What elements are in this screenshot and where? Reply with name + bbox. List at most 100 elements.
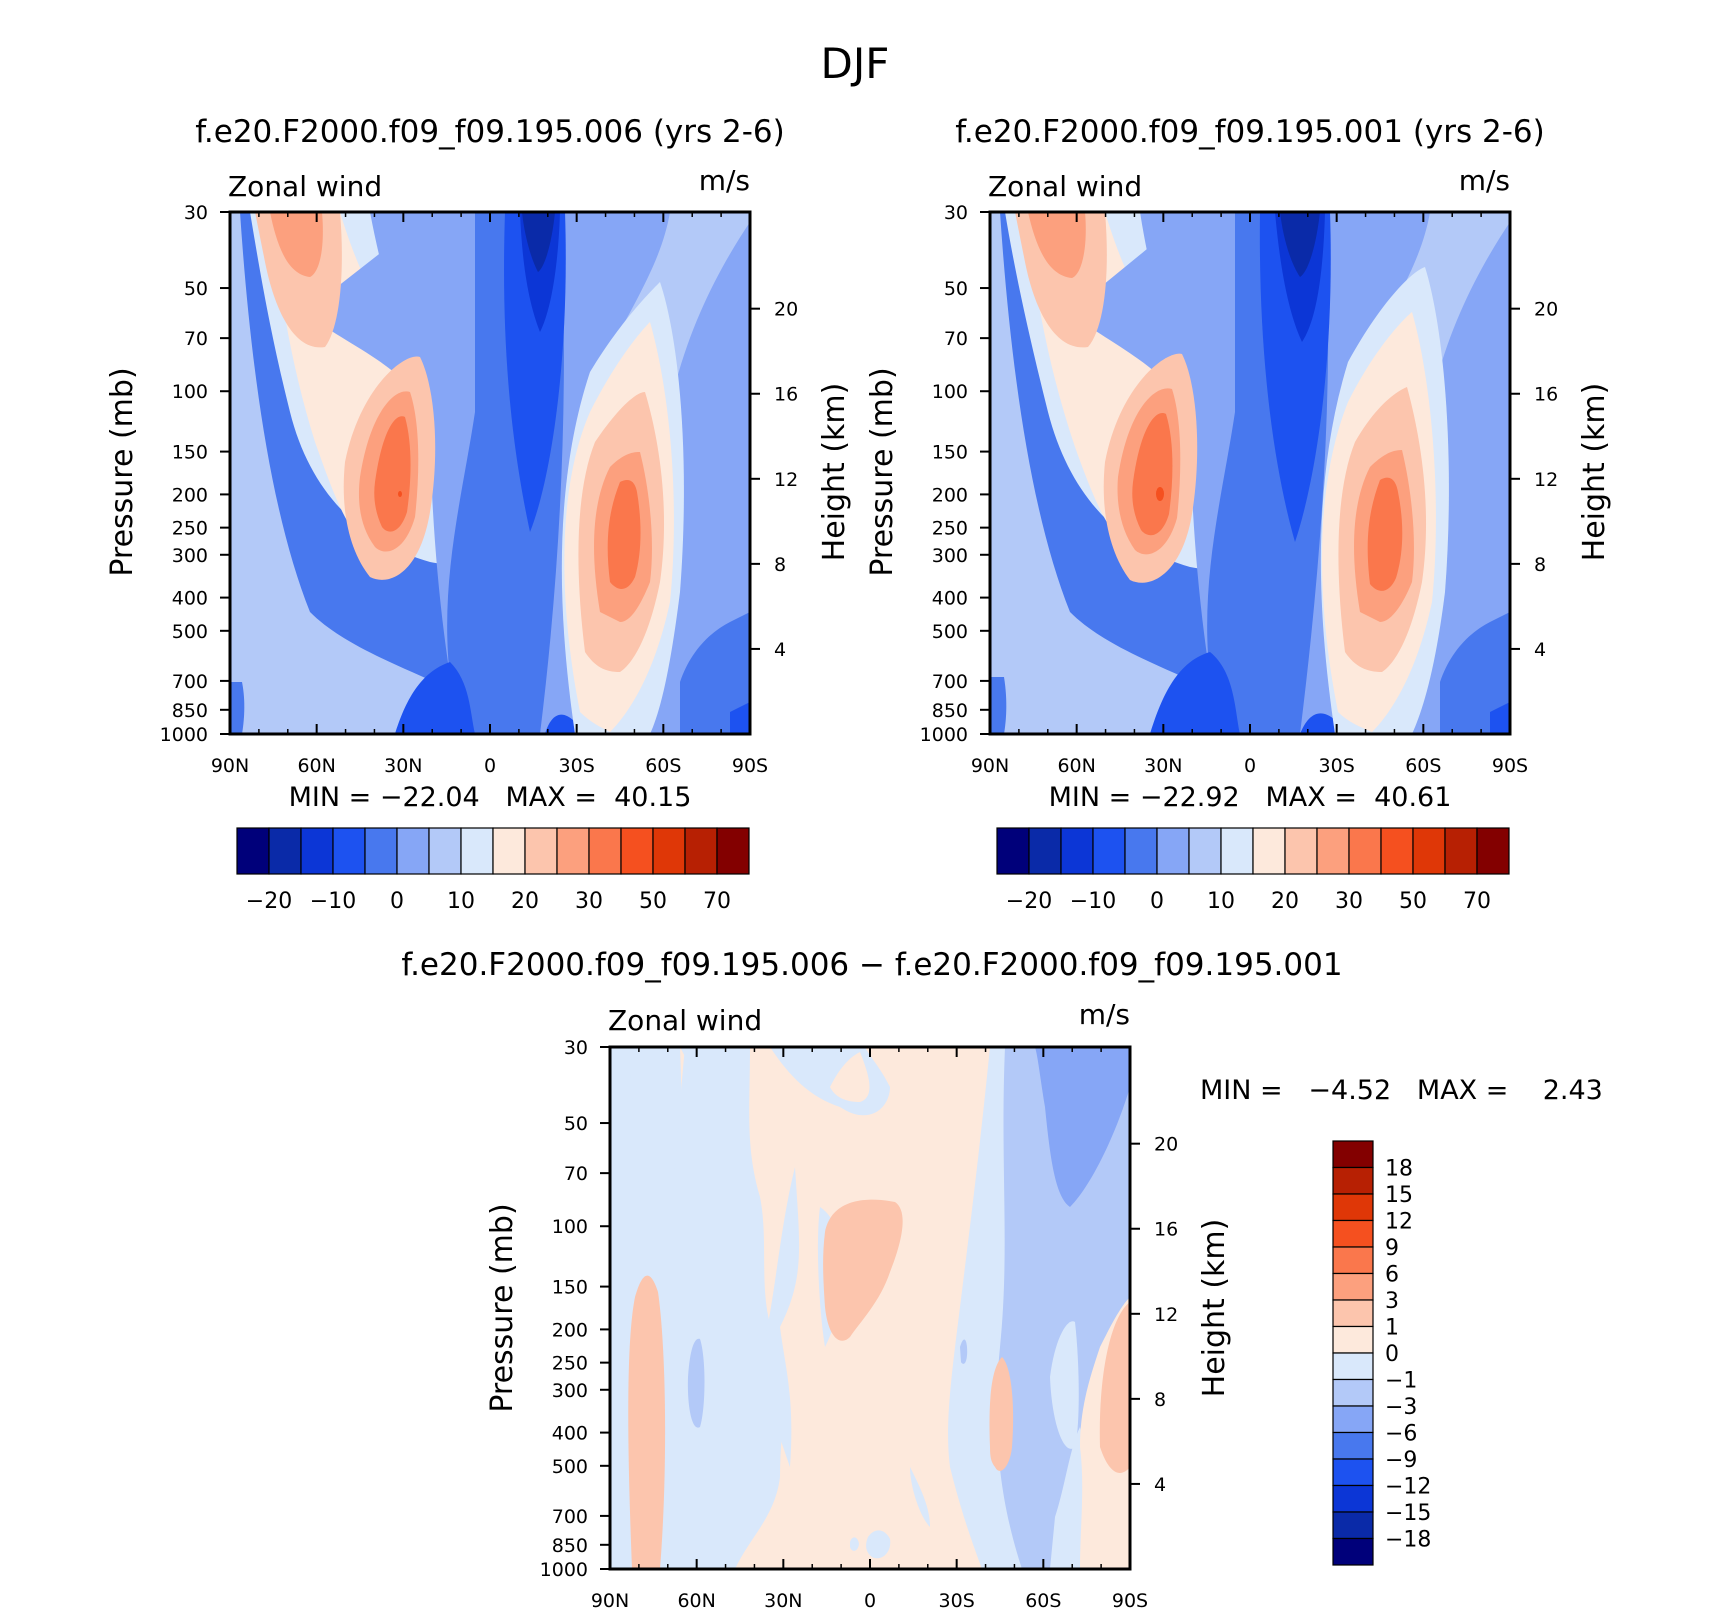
panel-left-label: Zonal wind [608, 1004, 762, 1037]
colorbar-label: 0 [1150, 889, 1164, 914]
colorbar-swatch [1156, 827, 1190, 875]
colorbar-swatch [364, 827, 398, 875]
colorbar-swatch [396, 827, 430, 875]
colorbar-swatch [1348, 827, 1382, 875]
y-tick-label: 250 [172, 518, 208, 540]
colorbar-label: 70 [1463, 889, 1491, 914]
x-tick-label: 60S [1025, 1590, 1061, 1611]
colorbar-swatch [652, 827, 686, 875]
y-tick-label: 400 [172, 588, 208, 610]
height-tick-label: 8 [774, 554, 786, 576]
y-tick-label: 250 [552, 1353, 588, 1375]
panel-a: f.e20.F2000.f09_f09.195.006 (yrs 2-6) Zo… [105, 114, 852, 914]
y-tick-label: 400 [552, 1423, 588, 1445]
colorbar-swatch [1476, 827, 1510, 875]
colorbar-label: 12 [1385, 1210, 1413, 1235]
x-tick-label: 30N [1144, 755, 1182, 777]
colorbar-swatch [1332, 1405, 1374, 1434]
x-tick-label: 60S [1405, 755, 1441, 777]
colorbar-label: 10 [1207, 889, 1235, 914]
colorbar-swatch [1092, 827, 1126, 875]
x-tick-label: 0 [1244, 755, 1256, 777]
contour-field [990, 212, 1510, 734]
colorbar-swatch [1124, 827, 1158, 875]
x-tick-label: 90S [1112, 1590, 1148, 1611]
colorbar-swatch [684, 827, 718, 875]
colorbar-swatch [1444, 827, 1478, 875]
height-ticks: 4 8 12 16 20 [750, 299, 798, 661]
y-tick-label: 70 [564, 1163, 588, 1185]
colorbar-swatch [1028, 827, 1062, 875]
x-tick-label: 30S [939, 1590, 975, 1611]
colorbar: −20 −10 0 10 20 30 50 70 [996, 827, 1510, 914]
height-tick-label: 4 [1154, 1474, 1166, 1496]
height-ticks: 4 8 12 16 20 [1510, 299, 1558, 661]
x-tick-label: 30S [1319, 755, 1355, 777]
height-tick-label: 8 [1154, 1389, 1166, 1411]
height-tick-label: 12 [774, 469, 798, 491]
panel-left-label: Zonal wind [988, 170, 1142, 203]
colorbar-swatch [588, 827, 622, 875]
x-tick-label: 60N [1057, 755, 1095, 777]
colorbar-swatch [1332, 1219, 1374, 1248]
y-tick-label: 100 [172, 381, 208, 403]
y-tick-label: 700 [932, 671, 968, 693]
y-tick-label: 850 [172, 700, 208, 722]
x-tick-label: 60N [677, 1590, 715, 1611]
colorbar-label: 0 [1385, 1342, 1399, 1367]
colorbar-swatch [1060, 827, 1094, 875]
colorbar-swatch [428, 827, 462, 875]
colorbar-swatch [1188, 827, 1222, 875]
y-tick-label: 850 [932, 700, 968, 722]
colorbar-label: 0 [390, 889, 404, 914]
colorbar-swatch [620, 827, 654, 875]
y2-axis-label: Height (km) [817, 383, 852, 562]
colorbar-swatch [332, 827, 366, 875]
colorbar-swatch [1332, 1272, 1374, 1301]
colorbar-swatch [1332, 1140, 1374, 1169]
colorbar-swatch [1332, 1484, 1374, 1513]
height-tick-label: 20 [1534, 299, 1558, 321]
x-tick-label: 90N [591, 1590, 629, 1611]
height-tick-label: 20 [1154, 1134, 1178, 1156]
y-axis-label: Pressure (mb) [865, 367, 900, 576]
colorbar-swatch [1332, 1431, 1374, 1460]
colorbar-label: −10 [310, 889, 356, 914]
colorbar-label: −6 [1385, 1422, 1417, 1447]
colorbar: −20 −10 0 10 20 30 50 70 [236, 827, 750, 914]
y-tick-label: 200 [932, 484, 968, 506]
y-tick-label: 500 [172, 621, 208, 643]
panel-left-label: Zonal wind [228, 170, 382, 203]
x-tick-label: 30N [384, 755, 422, 777]
colorbar-swatch [996, 827, 1030, 875]
colorbar-swatch [1332, 1378, 1374, 1407]
colorbar-swatch [1316, 827, 1350, 875]
colorbar-label: −3 [1385, 1395, 1417, 1420]
min-max-stats: MIN = −22.92 MAX = 40.61 [1049, 782, 1452, 813]
colorbar-label: 50 [639, 889, 667, 914]
x-tick-label: 90S [732, 755, 768, 777]
colorbar-swatch [1412, 827, 1446, 875]
colorbar-label: 1 [1385, 1316, 1399, 1341]
colorbar-swatch [716, 827, 750, 875]
height-tick-label: 16 [774, 384, 798, 406]
panel-b: f.e20.F2000.f09_f09.195.001 (yrs 2-6) Zo… [865, 114, 1612, 914]
height-tick-label: 4 [1534, 639, 1546, 661]
x-tick-label: 90N [971, 755, 1009, 777]
colorbar-swatch [1252, 827, 1286, 875]
colorbar-label: −9 [1385, 1448, 1417, 1473]
y-axis-label: Pressure (mb) [485, 1203, 520, 1412]
colorbar-label: 20 [1271, 889, 1299, 914]
colorbar-label: 70 [703, 889, 731, 914]
y-tick-label: 30 [564, 1037, 588, 1059]
colorbar-swatch [300, 827, 334, 875]
x-tick-label: 30S [559, 755, 595, 777]
y-tick-label: 50 [564, 1113, 588, 1135]
colorbar-swatch [1380, 827, 1414, 875]
colorbar-swatch [1332, 1458, 1374, 1487]
colorbar-swatch [1332, 1352, 1374, 1381]
colorbar-swatch [1332, 1246, 1374, 1275]
